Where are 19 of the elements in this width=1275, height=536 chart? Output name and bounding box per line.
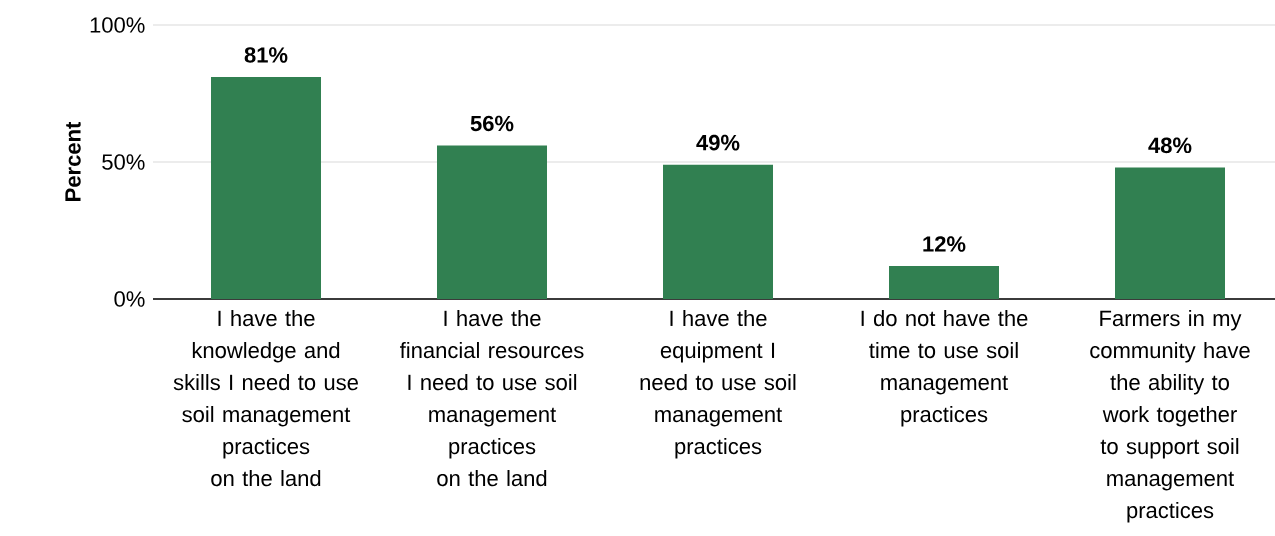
x-tick-label: I have the financial resources I need to use soil management practices on the land	[399, 310, 584, 487]
bar	[211, 77, 322, 299]
data-label: 48%	[1148, 137, 1192, 154]
x-tick-label: I have the equipment I need to use soil management practices	[640, 310, 796, 459]
bar	[889, 266, 1000, 299]
data-label: 56%	[470, 115, 514, 132]
bar	[663, 164, 774, 299]
data-label: 12%	[923, 236, 966, 252]
bar	[1115, 167, 1226, 299]
data-label: 81%	[244, 47, 288, 63]
y-axis-title: Percent	[65, 121, 81, 201]
x-tick-label: Farmers in my community have the ability to work together to support soil management practices	[1090, 310, 1250, 523]
bar	[437, 145, 548, 299]
data-label: 49%	[696, 134, 740, 151]
y-tick-label: 100%	[90, 17, 145, 33]
y-tick-label: 50%	[102, 154, 145, 170]
x-tick-label: I do not have the time to use soil management practices	[861, 310, 1028, 427]
x-tick-label: I have the knowledge and skills I need to use soil management practices on the land	[173, 310, 358, 487]
y-tick-label: 0%	[114, 291, 145, 307]
